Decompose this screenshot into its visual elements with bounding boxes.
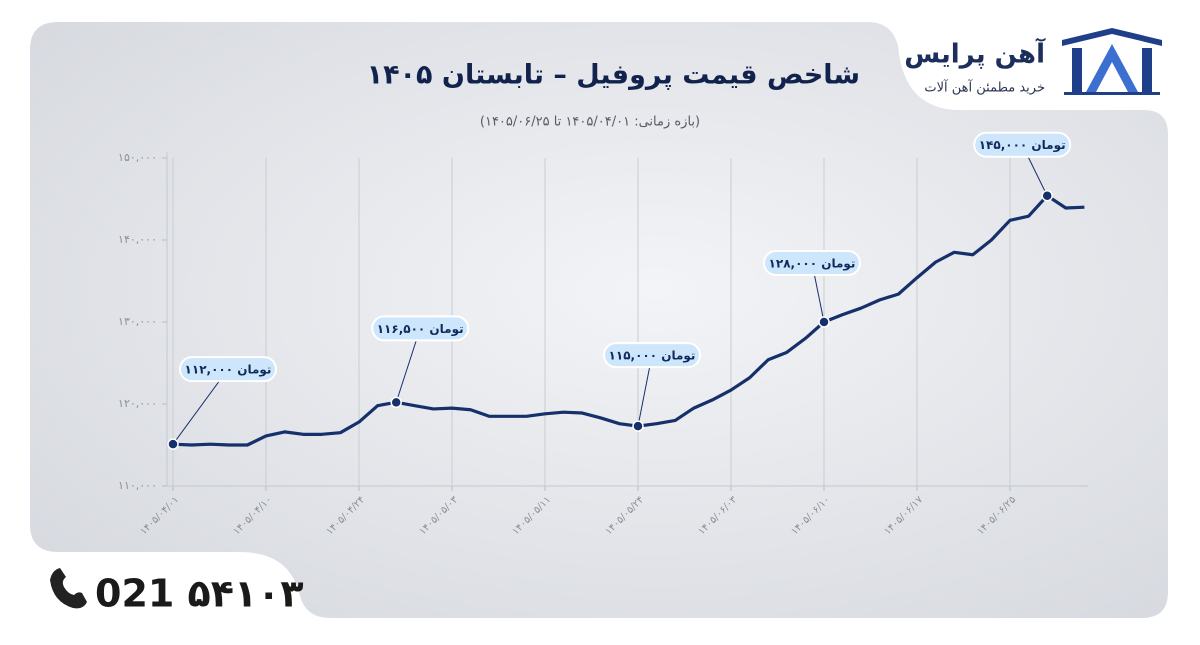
y-tick-label: ۱۳۰,۰۰۰ (118, 315, 157, 328)
line (172, 194, 1085, 447)
point-marker (632, 420, 644, 432)
y-tick-label: ۱۴۰,۰۰۰ (118, 233, 157, 246)
y-tick-label: ۱۵۰,۰۰۰ (118, 151, 157, 164)
point-marker (167, 438, 179, 450)
annotation-label: ۱۴۵,۰۰۰ تومان (979, 138, 1066, 153)
annotation-box (371, 315, 470, 342)
brand-name: آهن پرایس (904, 38, 1046, 70)
annotation-label: ۱۱۶,۵۰۰ تومان (377, 322, 464, 337)
panel (30, 22, 1168, 618)
annotation-label: ۱۱۵,۰۰۰ تومان (609, 349, 696, 364)
annotation-box (763, 250, 861, 276)
annotation-box (973, 131, 1072, 158)
y-tick-label: ۱۲۰,۰۰۰ (118, 397, 157, 410)
point-marker (390, 396, 402, 409)
logo (1062, 28, 1162, 95)
annotation-label: ۱۲۸,۰۰۰ تومان (769, 257, 856, 272)
phone-icon (50, 568, 87, 609)
y-tick-label: ۱۱۰,۰۰۰ (118, 479, 157, 492)
chart-subtitle: (بازه زمانی: ۱۴۰۵/۰۴/۰۱ تا ۱۴۰۵/۰۶/۲۵) (480, 115, 700, 130)
annotation-box (603, 342, 701, 369)
annotation-box (179, 356, 277, 383)
chart-title: شاخص قیمت پروفیل – تابستان ۱۴۰۵ (367, 60, 860, 91)
phone-number: 021 ۵۴۱۰۳ (95, 572, 304, 616)
point-marker (818, 316, 830, 328)
brand-tagline: خرید مطمئن آهن آلات (924, 79, 1045, 96)
annotation-label: ۱۱۲,۰۰۰ تومان (185, 363, 272, 378)
point-marker (1041, 189, 1053, 202)
